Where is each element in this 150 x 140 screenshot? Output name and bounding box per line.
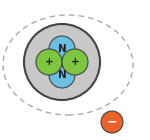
Circle shape xyxy=(24,24,100,100)
Circle shape xyxy=(49,62,75,88)
Text: +: + xyxy=(71,57,79,67)
Text: +: + xyxy=(45,57,53,67)
Text: N: N xyxy=(58,70,66,80)
Circle shape xyxy=(101,111,123,133)
Text: N: N xyxy=(58,44,66,54)
Circle shape xyxy=(62,49,88,75)
Circle shape xyxy=(49,36,75,62)
Text: −: − xyxy=(107,116,117,129)
Circle shape xyxy=(36,49,62,75)
